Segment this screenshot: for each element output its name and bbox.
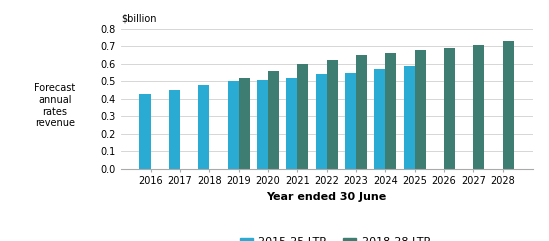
Text: $billion: $billion — [121, 13, 156, 23]
Bar — [198, 85, 209, 169]
Bar — [268, 71, 279, 169]
Bar — [473, 45, 484, 169]
Legend: 2015-25 LTP, 2018-28 LTP: 2015-25 LTP, 2018-28 LTP — [235, 233, 435, 241]
X-axis label: Year ended 30 June: Year ended 30 June — [266, 192, 387, 202]
Bar — [327, 60, 338, 169]
Bar — [444, 48, 455, 169]
Bar — [404, 66, 414, 169]
Bar — [257, 80, 268, 169]
Bar — [414, 50, 426, 169]
Bar — [169, 90, 180, 169]
Bar — [503, 41, 514, 169]
Bar — [286, 78, 298, 169]
Bar — [345, 73, 356, 169]
Bar — [385, 54, 396, 169]
Bar — [227, 81, 239, 169]
Bar — [374, 69, 385, 169]
Bar — [239, 78, 250, 169]
Bar — [298, 64, 309, 169]
Bar — [316, 74, 327, 169]
Y-axis label: Forecast
annual
rates
revenue: Forecast annual rates revenue — [34, 83, 76, 128]
Bar — [356, 55, 367, 169]
Bar — [139, 94, 150, 169]
